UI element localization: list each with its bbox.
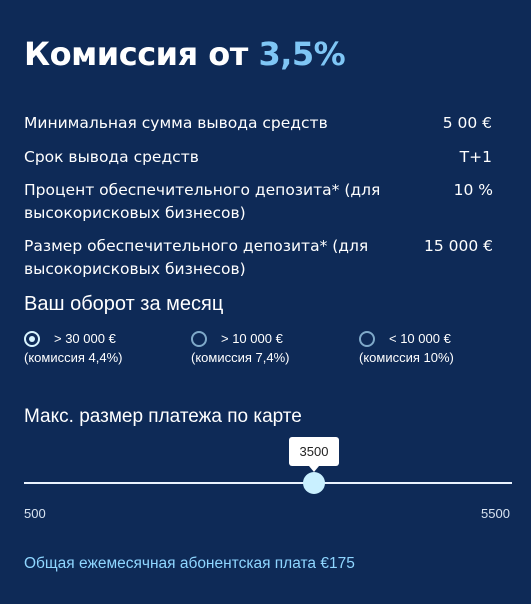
option-amount: > 30 000 € (54, 331, 116, 346)
info-row-label: Размер обеспечительного депозита* (для в… (24, 237, 369, 278)
payment-slider-track[interactable] (24, 482, 512, 484)
option-fee: (комиссия 7,4%) (191, 350, 290, 365)
info-list: Минимальная сумма вывода средств 5 00 € … (24, 112, 493, 281)
turnover-radio-group: > 30 000 € (комиссия 4,4%) > 10 000 € (к… (24, 330, 514, 370)
info-row: Срок вывода средств T+1 (24, 146, 493, 169)
info-row: Процент обеспечительного депозита* (для … (24, 179, 493, 225)
slider-min-label: 500 (24, 506, 46, 521)
option-amount: > 10 000 € (221, 331, 283, 346)
slider-max-label: 5500 (481, 506, 510, 521)
radio-selected-icon[interactable] (24, 331, 40, 347)
turnover-heading: Ваш оборот за месяц (24, 293, 224, 315)
info-row: Размер обеспечительного депозита* (для в… (24, 235, 493, 281)
option-fee: (комиссия 4,4%) (24, 350, 123, 365)
info-row-value: 5 00 € (442, 114, 492, 132)
title-rate: 3,5% (258, 35, 346, 73)
option-amount: < 10 000 € (389, 331, 451, 346)
payment-slider-thumb[interactable] (303, 472, 325, 494)
info-row-label: Минимальная сумма вывода средств (24, 114, 328, 132)
card-payment-heading: Макс. размер платежа по карте (24, 406, 302, 427)
info-row-label: Срок вывода средств (24, 148, 199, 166)
info-row-value: T+1 (459, 148, 492, 166)
radio-unselected-icon[interactable] (359, 331, 375, 347)
radio-unselected-icon[interactable] (191, 331, 207, 347)
option-fee: (комиссия 10%) (359, 350, 454, 365)
title-prefix: Комиссия от (24, 35, 248, 73)
info-row-value: 10 % (453, 181, 493, 199)
subscription-fee-text: Общая ежемесячная абонентская плата €175 (24, 555, 355, 572)
info-row: Минимальная сумма вывода средств 5 00 € (24, 112, 493, 135)
info-row-value: 15 000 € (423, 237, 493, 255)
slider-value-tooltip: 3500 (289, 437, 339, 472)
page-title: Комиссия от 3,5% (24, 34, 346, 74)
info-row-label: Процент обеспечительного депозита* (для … (24, 181, 381, 222)
